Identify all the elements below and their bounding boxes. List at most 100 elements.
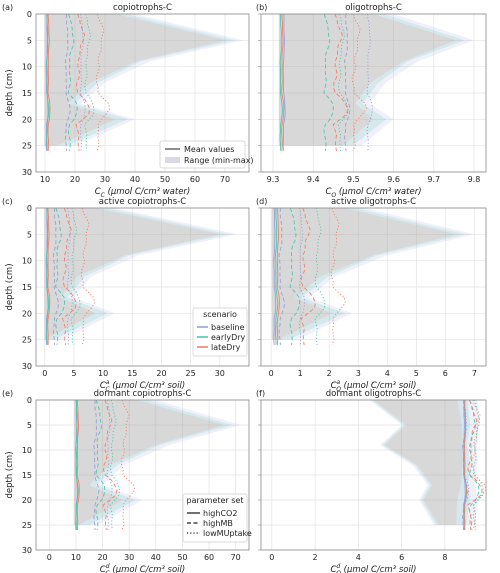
x-tick-label: 5 — [414, 369, 419, 378]
mean-line-highCO2-baseline — [273, 208, 277, 345]
mean-line-lowMUptake-earlyDry — [337, 14, 349, 151]
mean-line-lowMUptake-earlyDry — [473, 400, 484, 531]
x-tick-label: 10 — [40, 175, 50, 184]
y-tick-label: 0 — [27, 10, 32, 19]
mean-line-lowMUptake-baseline — [298, 208, 306, 345]
panel-label: (f) — [256, 389, 265, 398]
x-tick-label: 2 — [313, 553, 318, 562]
y-tick-label: 25 — [22, 142, 32, 151]
x-tick-label: 9.8 — [468, 175, 481, 184]
x-tick-label: 70 — [231, 553, 241, 562]
mean-line-lowMUptake-lateDry — [120, 400, 136, 531]
mean-line-lowMUptake-earlyDry — [84, 14, 95, 151]
panel-title: copiotrophs-C — [113, 3, 172, 13]
y-tick-label: 5 — [27, 421, 32, 430]
mean-line-highMB-lateDry — [300, 208, 316, 345]
x-tick-label: 9.4 — [307, 175, 320, 184]
panel-frame — [35, 13, 250, 173]
x-axis-label: CC (μmol C/cm³ water) — [95, 187, 191, 199]
legend-label: lowMUptake — [203, 529, 252, 538]
y-tick-label: 20 — [22, 115, 32, 124]
mean-line-highCO2-lateDry — [276, 208, 280, 345]
legend-label: Range (min-max) — [184, 156, 254, 165]
x-tick-label: 4 — [385, 369, 390, 378]
range-band-lateDry — [73, 400, 225, 525]
x-tick-label: 9.5 — [347, 175, 360, 184]
x-tick-label: 9.3 — [267, 175, 280, 184]
range-band-earlyDry — [278, 14, 465, 146]
x-tick-label: 6 — [399, 553, 404, 562]
x-tick-label: 30 — [124, 553, 134, 562]
panel-label: (b) — [256, 3, 267, 12]
x-tick-label: 6 — [443, 369, 448, 378]
mean-line-lowMUptake-baseline — [66, 208, 73, 345]
y-tick-label: 30 — [22, 362, 32, 371]
legend-box — [192, 307, 248, 357]
mean-line-highMB-lateDry — [332, 14, 349, 151]
panel-f: 0 2 4 6 8 (f) dormant oligotrophs-C CdO (μmol C… — [256, 389, 487, 573]
x-tick-label: 3 — [356, 369, 361, 378]
range-band-lateDry — [44, 208, 221, 340]
legend-statistics: Mean values Range (min-max) — [159, 140, 254, 169]
panel-title: dormant oligotrophs-C — [326, 389, 421, 399]
range-band-lateDry — [278, 14, 457, 146]
y-axis-label: depth (cm) — [5, 263, 15, 310]
mean-line-highCO2-earlyDry — [275, 208, 279, 345]
y-axis-label: depth (cm) — [5, 451, 15, 498]
mean-line-highMB-baseline — [344, 14, 351, 151]
legend-label: highCO2 — [203, 509, 237, 518]
mean-line-highMB-lateDry — [102, 400, 118, 531]
x-tick-label: 5 — [71, 369, 76, 378]
legend-title: scenario — [203, 310, 237, 319]
legend-label: highMB — [203, 519, 233, 528]
y-tick-label: 10 — [22, 257, 32, 266]
mean-line-highCO2-lateDry — [281, 14, 285, 151]
mean-line-highMB-baseline — [93, 400, 100, 531]
panel-title: dormant copiotrophs-C — [94, 389, 192, 399]
mean-line-highCO2-earlyDry — [46, 208, 50, 345]
y-tick-label: 5 — [27, 230, 32, 239]
range-band-baseline — [271, 208, 475, 340]
mean-line-lowMUptake-earlyDry — [70, 208, 81, 345]
x-tick-label: 8 — [442, 553, 447, 562]
y-tick-label: 30 — [22, 168, 32, 177]
y-tick-label: 0 — [27, 204, 32, 213]
mean-line-lowMUptake-baseline — [79, 14, 86, 151]
x-tick-label: 2 — [327, 369, 332, 378]
x-tick-label: 30 — [100, 175, 110, 184]
panel-title: oligotrophs-C — [345, 3, 402, 13]
legend-box — [182, 493, 248, 543]
y-tick-label: 15 — [22, 471, 32, 480]
legend-box — [159, 140, 246, 169]
legend-label: Mean values — [184, 145, 234, 154]
range-band-lateDry — [271, 208, 457, 340]
legend-band-swatch — [165, 157, 180, 163]
panel-title: active copiotrophs-C — [99, 197, 186, 207]
y-axis-label: depth (cm) — [5, 69, 15, 116]
y-tick-label: 20 — [22, 496, 32, 505]
mean-line-highMB-earlyDry — [55, 208, 66, 345]
mean-line-highMB-earlyDry — [67, 14, 78, 151]
y-tick-label: 25 — [22, 336, 32, 345]
mean-line-highMB-baseline — [52, 208, 59, 345]
x-tick-label: 50 — [160, 175, 170, 184]
mean-line-highCO2-lateDry — [47, 14, 51, 151]
range-band-baseline — [278, 14, 474, 146]
range-band-earlyDry — [44, 14, 235, 146]
mean-line-highMB-earlyDry — [468, 400, 480, 531]
mean-line-highMB-earlyDry — [323, 14, 334, 151]
panel-b: 9.3 9.4 9.5 9.6 9.7 9.8 (b) oligotrophs-C CO (μm… — [256, 3, 487, 199]
x-tick-label: 9.6 — [387, 175, 400, 184]
x-tick-label: 0 — [42, 369, 47, 378]
panel-label: (d) — [256, 197, 267, 206]
range-band-baseline — [73, 400, 241, 525]
x-tick-label: 70 — [220, 175, 230, 184]
x-tick-label: 0 — [269, 553, 274, 562]
panel-e: 0 10 20 30 40 50 60 70 0 5 10 15 20 25 30 depth (cm) (e)… — [2, 389, 250, 573]
panel-title: active oligotrophs-C — [331, 197, 416, 207]
mean-line-highCO2-baseline — [45, 14, 49, 151]
x-tick-label: 10 — [98, 369, 108, 378]
panel-d: 0 1 2 3 4 5 6 7 (d) active oligotrophs-C Ca O (μmol… — [256, 197, 487, 393]
mean-line-highMB-lateDry — [75, 14, 91, 151]
